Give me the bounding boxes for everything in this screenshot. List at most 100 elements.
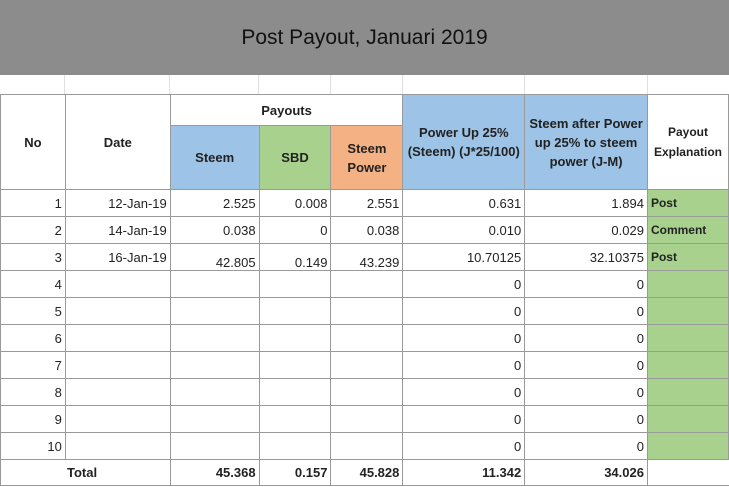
cell-power-up[interactable]: 0 [402,324,526,352]
cell-steem[interactable] [169,378,260,406]
grid-line [258,75,259,94]
header-sbd[interactable]: SBD [258,125,332,190]
header-no[interactable]: No [0,94,66,190]
cell-date[interactable] [64,378,171,406]
cell-steem-after[interactable]: 0 [524,351,648,379]
cell-explanation[interactable]: Post [646,243,729,271]
cell-steem[interactable] [169,432,260,460]
cell-explanation[interactable] [646,351,729,379]
cell-steem-after[interactable]: 0 [524,297,648,325]
cell-date[interactable]: 16-Jan-19 [64,243,171,271]
cell-steem-power[interactable] [330,351,404,379]
cell-steem[interactable] [169,270,260,298]
cell-power-up[interactable]: 0 [402,378,526,406]
cell-no[interactable]: 5 [0,297,66,325]
cell-steem[interactable] [169,351,260,379]
cell-steem-power[interactable]: 43.239 [330,243,404,271]
cell-no[interactable]: 6 [0,324,66,352]
cell-power-up[interactable]: 0 [402,351,526,379]
cell-date[interactable]: 14-Jan-19 [64,216,171,244]
cell-no[interactable]: 2 [0,216,66,244]
total-steem[interactable]: 45.368 [169,459,260,486]
cell-no[interactable]: 10 [0,432,66,460]
cell-date[interactable] [64,324,171,352]
cell-steem-power[interactable] [330,405,404,433]
cell-power-up[interactable]: 0 [402,405,526,433]
cell-explanation[interactable] [646,378,729,406]
cell-steem[interactable]: 0.038 [169,216,260,244]
cell-steem-after[interactable]: 0.029 [524,216,648,244]
cell-no[interactable]: 4 [0,270,66,298]
total-power-up[interactable]: 11.342 [402,459,526,486]
cell-power-up[interactable]: 10.70125 [402,243,526,271]
cell-power-up[interactable]: 0 [402,270,526,298]
table-row: 6 0 0 [0,324,729,352]
header-payout-explanation[interactable]: Payout Explanation [646,94,729,190]
cell-steem[interactable]: 42.805 [169,243,260,271]
cell-steem-after[interactable]: 0 [524,324,648,352]
cell-explanation[interactable] [646,405,729,433]
table-row: 3 16-Jan-19 42.805 0.149 43.239 10.70125… [0,243,729,271]
cell-no[interactable]: 9 [0,405,66,433]
cell-explanation[interactable] [646,432,729,460]
header-steem[interactable]: Steem [169,125,260,190]
cell-explanation[interactable] [646,324,729,352]
total-sbd[interactable]: 0.157 [258,459,332,486]
cell-steem[interactable] [169,324,260,352]
cell-no[interactable]: 3 [0,243,66,271]
header-steem-after[interactable]: Steem after Power up 25% to steem power … [524,94,648,190]
cell-steem-power[interactable]: 0.038 [330,216,404,244]
cell-sbd[interactable] [258,270,332,298]
cell-sbd[interactable] [258,324,332,352]
total-steem-power[interactable]: 45.828 [330,459,404,486]
cell-date[interactable] [64,432,171,460]
cell-steem[interactable]: 2.525 [169,189,260,217]
cell-date[interactable] [64,270,171,298]
cell-sbd[interactable] [258,378,332,406]
cell-power-up[interactable]: 0.010 [402,216,526,244]
cell-steem-after[interactable]: 0 [524,378,648,406]
cell-power-up[interactable]: 0 [402,432,526,460]
header-payouts[interactable]: Payouts [169,94,404,126]
cell-date[interactable] [64,405,171,433]
cell-steem-after[interactable]: 0 [524,405,648,433]
cell-sbd[interactable] [258,405,332,433]
cell-steem-power[interactable] [330,297,404,325]
cell-steem-after[interactable]: 0 [524,432,648,460]
cell-date[interactable] [64,297,171,325]
cell-sbd[interactable]: 0.149 [258,243,332,271]
total-label[interactable]: Total [0,459,171,486]
cell-sbd[interactable] [258,297,332,325]
cell-power-up[interactable]: 0.631 [402,189,526,217]
cell-steem[interactable] [169,405,260,433]
cell-no[interactable]: 7 [0,351,66,379]
empty-grid-row [0,75,729,94]
cell-steem-after[interactable]: 1.894 [524,189,648,217]
cell-steem-power[interactable] [330,378,404,406]
cell-explanation[interactable]: Post [646,189,729,217]
total-explanation[interactable] [646,459,729,486]
header-date[interactable]: Date [64,94,171,190]
total-steem-after[interactable]: 34.026 [524,459,648,486]
cell-steem-power[interactable] [330,432,404,460]
cell-no[interactable]: 8 [0,378,66,406]
cell-sbd[interactable]: 0 [258,216,332,244]
cell-steem-after[interactable]: 32.10375 [524,243,648,271]
cell-sbd[interactable] [258,432,332,460]
cell-steem[interactable] [169,297,260,325]
cell-no[interactable]: 1 [0,189,66,217]
cell-steem-power[interactable]: 2.551 [330,189,404,217]
cell-explanation[interactable] [646,297,729,325]
cell-explanation[interactable]: Comment [646,216,729,244]
cell-date[interactable]: 12-Jan-19 [64,189,171,217]
header-steem-power[interactable]: Steem Power [330,125,404,190]
cell-steem-after[interactable]: 0 [524,270,648,298]
cell-explanation[interactable] [646,270,729,298]
cell-steem-power[interactable] [330,270,404,298]
header-power-up[interactable]: Power Up 25% (Steem) (J*25/100) [402,94,526,190]
cell-power-up[interactable]: 0 [402,297,526,325]
cell-steem-power[interactable] [330,324,404,352]
cell-sbd[interactable]: 0.008 [258,189,332,217]
cell-sbd[interactable] [258,351,332,379]
cell-date[interactable] [64,351,171,379]
